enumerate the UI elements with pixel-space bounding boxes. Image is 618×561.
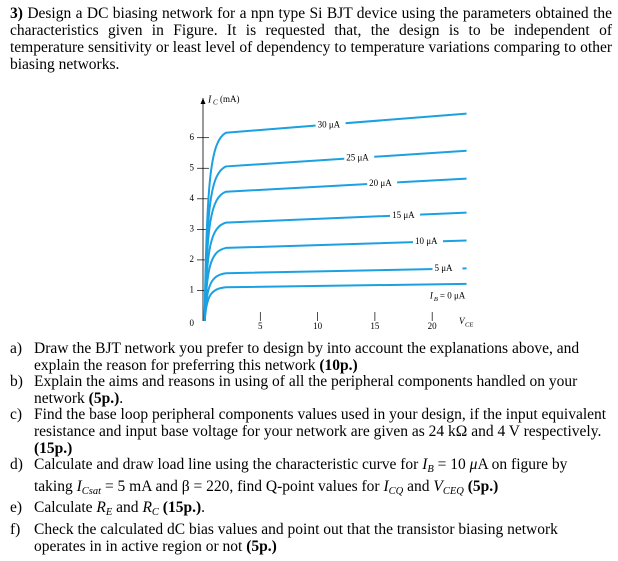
text: Calculate and draw load line using the c…	[34, 456, 423, 474]
y-tick-label: 2	[190, 254, 195, 264]
item-text: Find the base loop peripheral components…	[34, 407, 610, 457]
characteristic-curve	[203, 267, 467, 322]
y-tick-label: 3	[190, 223, 195, 233]
points: (5p.)	[467, 477, 499, 495]
curve-label: 15 μA	[392, 210, 415, 220]
item-a: a) Draw the BJT network you prefer to des…	[10, 340, 610, 374]
label-background	[315, 119, 346, 132]
curve-label: 10 μA	[415, 236, 438, 246]
item-label: c)	[10, 406, 23, 424]
x-tick-label: 5	[258, 321, 263, 331]
text: = 10	[433, 456, 470, 474]
curve-label: 30 μA	[318, 119, 341, 129]
points: (5p.)	[88, 389, 120, 407]
item-label: d)	[10, 456, 23, 474]
subscript: CQ	[388, 485, 404, 497]
curve-label-symbol: I	[429, 290, 434, 300]
x-tick-label: 15	[370, 321, 380, 331]
y-axis-unit: (mA)	[220, 94, 240, 104]
points: (5p.)	[246, 537, 277, 555]
curve-label: 25 μA	[346, 153, 369, 163]
question: 3) Design a DC biasing network for a npn…	[10, 5, 612, 73]
x-tick-label: 10	[313, 321, 323, 331]
label-background	[432, 263, 463, 276]
subscript: B	[427, 464, 434, 476]
item-text: Check the calculated dC bias values and …	[34, 520, 610, 555]
characteristic-curve	[203, 239, 467, 322]
symbol: R	[142, 499, 152, 517]
subscript: CEQ	[442, 485, 464, 497]
item-text: Calculate and draw load line using the c…	[34, 456, 610, 500]
points: (10p.)	[319, 356, 358, 374]
characteristic-curve	[203, 177, 467, 322]
question-number: 3)	[10, 5, 23, 22]
item-label: f)	[10, 520, 21, 538]
x-axis-sub: CE	[465, 321, 473, 328]
subscript: E	[105, 507, 113, 519]
item-label: b)	[10, 373, 23, 391]
text: and	[403, 477, 434, 495]
item-e: e) Calculate RE and RC (15p.).	[10, 500, 610, 522]
text: .	[119, 389, 124, 407]
curve-label-text: = 0 μA	[440, 290, 466, 300]
y-tick-label: 4	[190, 193, 195, 203]
curve-label: 20 μA	[369, 178, 392, 188]
label-background	[344, 152, 375, 165]
symbol: μ	[469, 456, 478, 474]
item-f: f) Check the calculated dC bias values an…	[10, 520, 610, 555]
points: (15p.)	[162, 499, 202, 517]
y-axis-sub: C	[213, 99, 218, 107]
item-text: Calculate RE and RC (15p.).	[34, 500, 610, 522]
text: Calculate	[34, 499, 97, 517]
item-b: b) Explain the aims and reasons in using …	[10, 373, 610, 407]
symbol: I	[422, 456, 428, 474]
item-text: Draw the BJT network you prefer to desig…	[34, 340, 610, 374]
symbol: V	[433, 477, 443, 495]
y-axis-arrow	[200, 98, 206, 104]
question-text: Design a DC biasing network for a npn ty…	[10, 5, 613, 73]
characteristic-curve	[203, 211, 467, 322]
text: A on figure by taking	[34, 456, 568, 495]
y-axis-symbol: I	[207, 94, 212, 105]
x-axis-symbol: V	[459, 316, 466, 326]
label-background	[412, 236, 443, 249]
y-tick-label: 0	[190, 318, 195, 328]
item-label: e)	[10, 499, 23, 517]
item-c: c) Find the base loop peripheral componen…	[10, 407, 610, 457]
symbol: R	[96, 499, 106, 517]
y-tick-label: 1	[190, 285, 195, 295]
curve-label-sub: B	[434, 296, 438, 303]
characteristic-curve	[203, 282, 467, 322]
text: Check the calculated dC bias values and …	[34, 520, 558, 555]
text: and	[112, 499, 143, 517]
x-tick-label: 20	[428, 321, 438, 331]
label-background	[367, 177, 398, 190]
symbol: I	[383, 477, 389, 495]
text: Find the base loop peripheral components…	[34, 406, 607, 440]
item-d: d) Calculate and draw load line using the…	[10, 456, 610, 500]
characteristics-figure: I C (mA) V CE 0 1 2 3 4 5 6 5 10 15 20 30 μA 25 μA 20…	[190, 94, 474, 331]
text: Draw the BJT network you prefer to desig…	[34, 340, 580, 374]
sub-questions: a) Draw the BJT network you prefer to des…	[10, 340, 610, 555]
y-tick-label: 5	[190, 162, 195, 172]
text: Explain the aims and reasons in using of…	[34, 373, 578, 407]
subscript: Csat	[81, 485, 102, 497]
points: (15p.)	[34, 439, 73, 457]
subscript: C	[151, 507, 159, 519]
item-text: Explain the aims and reasons in using of…	[34, 373, 610, 407]
text: = 5 mA and β = 220, find Q-point values …	[101, 477, 384, 495]
text: .	[201, 499, 205, 517]
symbol: I	[76, 477, 82, 495]
y-tick-label: 6	[190, 132, 195, 142]
label-background	[390, 209, 421, 222]
curve-label: 5 μA	[434, 263, 453, 273]
item-label: a)	[10, 340, 23, 357]
